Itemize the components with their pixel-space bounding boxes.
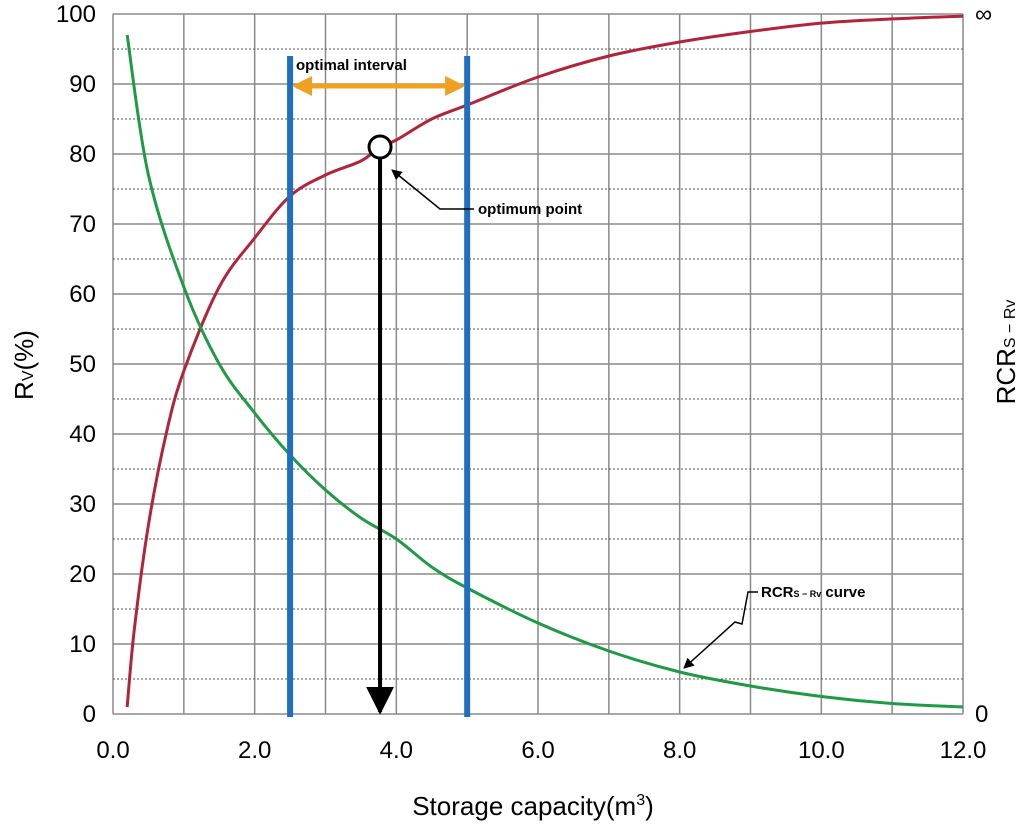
y2-top-label: ∞ [975, 1, 992, 28]
optimum-point-label: optimum point [478, 201, 582, 218]
optimal-interval-label: optimal interval [296, 57, 407, 74]
y2-axis-title: RCRS − Rv [991, 300, 1021, 405]
x-tick-label: 2.0 [238, 737, 271, 764]
optimum-point-marker [367, 134, 393, 160]
x-axis-title: Storage capacity(m3) [412, 791, 654, 821]
series-line-rcr [125, 34, 964, 709]
x-tick-label: 12.0 [940, 737, 987, 764]
x-tick-label: 10.0 [798, 737, 845, 764]
series-line-rv [125, 14, 964, 708]
y-tick-label: 80 [69, 141, 96, 168]
y-tick-label: 20 [69, 561, 96, 588]
x-tick-label: 0.0 [96, 737, 129, 764]
y-tick-label: 70 [69, 211, 96, 238]
x-tick-label: 6.0 [521, 737, 554, 764]
curve-leader-line [683, 591, 758, 669]
optimum-group [366, 134, 395, 715]
series-group [125, 14, 964, 709]
y-axis-title: RV(%) [9, 330, 39, 400]
x-tick-label: 8.0 [663, 737, 696, 764]
optimal-interval-group [287, 56, 471, 717]
y-tick-label: 40 [69, 421, 96, 448]
y-tick-label: 100 [56, 1, 96, 28]
y-tick-label: 0 [83, 701, 96, 728]
y2-bottom-label: 0 [975, 701, 988, 728]
y-tick-label: 50 [69, 351, 96, 378]
x-tick-label: 4.0 [380, 737, 413, 764]
y-tick-label: 10 [69, 631, 96, 658]
y-tick-label: 90 [69, 71, 96, 98]
optimum-leader-line [391, 169, 474, 210]
tick-labels: 0.0 2.0 4.0 6.0 8.0 10.0 12.0 0 10 20 30 40 50 60 70 80… [56, 1, 986, 764]
y-tick-label: 60 [69, 281, 96, 308]
grid [112, 13, 964, 715]
rcr-curve-label: RCRS − Rv curve [761, 584, 865, 601]
y-tick-label: 30 [69, 491, 96, 518]
